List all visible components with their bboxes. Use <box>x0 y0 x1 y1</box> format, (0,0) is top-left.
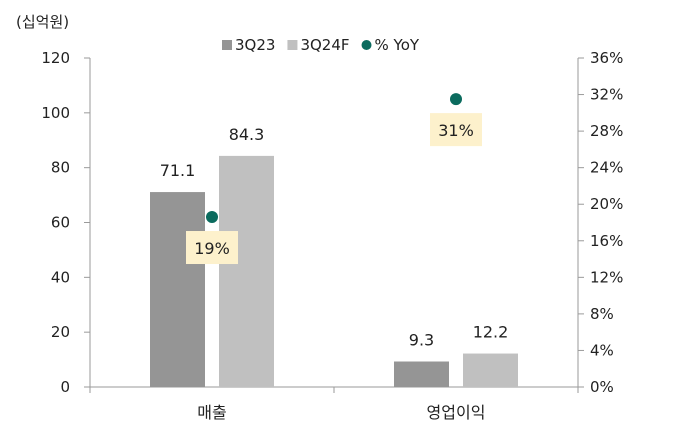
category-label: 매출 <box>197 403 226 422</box>
left-tick-label: 20 <box>51 323 70 341</box>
legend: 3Q23 3Q24F % YoY <box>222 36 420 54</box>
category-label: 영업이익 <box>427 403 486 422</box>
legend-label: 3Q24F <box>300 36 349 54</box>
right-tick-label: 24% <box>590 159 623 177</box>
yoy-series: 19% 31% <box>186 93 482 265</box>
right-tick-label: 12% <box>590 268 623 286</box>
legend-swatch-3q23 <box>222 40 232 50</box>
legend-label: 3Q23 <box>235 36 275 54</box>
left-axis-ticks: 0 20 40 60 80 100 120 <box>41 49 90 396</box>
right-tick-label: 20% <box>590 195 623 213</box>
legend-swatch-3q24f <box>287 40 298 50</box>
bar-3q24f <box>463 353 518 387</box>
unit-label: (십억원) <box>16 13 69 31</box>
legend-label: % YoY <box>375 36 420 54</box>
right-tick-label: 28% <box>590 122 623 140</box>
yoy-marker <box>206 211 218 224</box>
yoy-label-box <box>430 113 482 147</box>
right-axis-ticks: 0% 4% 8% 12% 16% 20% 24% 28% 32% 36% <box>578 49 623 396</box>
bar-value-label: 12.2 <box>473 323 509 342</box>
bar-value-label: 84.3 <box>229 125 265 144</box>
left-tick-label: 120 <box>41 49 70 67</box>
bar-labels: 71.1 84.3 9.3 12.2 <box>160 125 509 350</box>
yoy-value-label: 31% <box>438 121 474 140</box>
bar-3q23 <box>394 361 449 387</box>
right-tick-label: 36% <box>590 49 623 67</box>
right-tick-label: 8% <box>590 305 614 323</box>
bars <box>150 155 518 387</box>
yoy-value-label: 19% <box>194 239 230 258</box>
bar-value-label: 71.1 <box>160 161 196 180</box>
right-tick-label: 4% <box>590 341 614 359</box>
left-tick-label: 80 <box>51 159 70 177</box>
left-tick-label: 0 <box>60 378 70 396</box>
legend-swatch-yoy <box>361 40 372 50</box>
bar-3q24f <box>219 155 274 387</box>
category-labels: 매출 영업이익 <box>197 403 485 422</box>
right-tick-label: 32% <box>590 86 623 104</box>
left-tick-label: 100 <box>41 104 70 122</box>
left-tick-label: 40 <box>51 268 70 286</box>
bar-value-label: 9.3 <box>409 331 434 350</box>
bar-3q23 <box>150 192 205 387</box>
yoy-label-box <box>186 231 238 265</box>
right-tick-label: 0% <box>590 378 614 396</box>
yoy-marker <box>450 93 462 106</box>
right-tick-label: 16% <box>590 232 623 250</box>
left-tick-label: 60 <box>51 214 70 232</box>
